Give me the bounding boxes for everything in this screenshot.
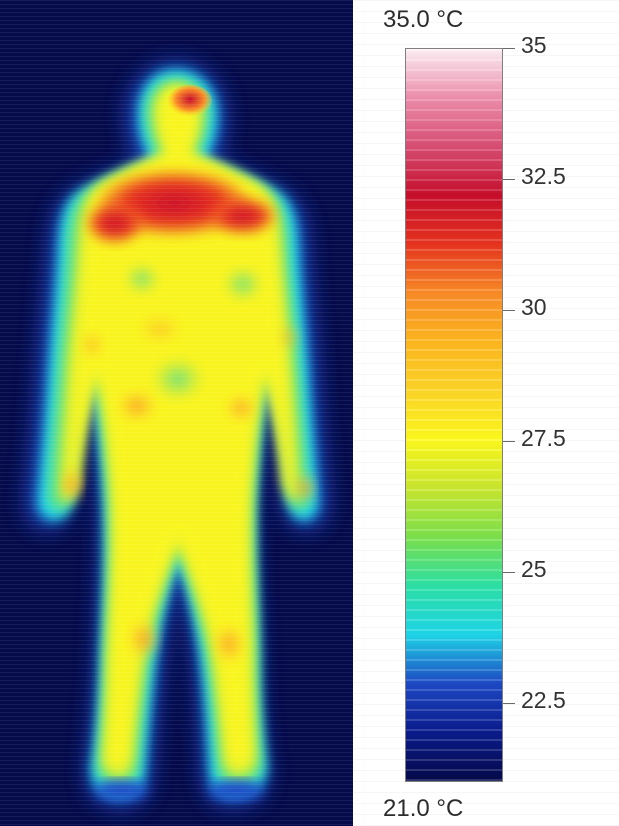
- tick-label: 35: [521, 32, 547, 58]
- temperature-legend-panel: 35.0 °C 35 32.5 30 27.5 25 22.5 21.0 °C: [353, 0, 619, 826]
- forehead-hotspot: [168, 85, 212, 117]
- tick-mark: [503, 572, 515, 574]
- right-arm-warm-spot: [279, 325, 299, 349]
- colorbar-gradient: [406, 49, 502, 781]
- right-hand-warm-spot: [295, 474, 315, 502]
- right-knee-warm-spot: [215, 626, 243, 662]
- mid-torso-warm-spot: [140, 317, 180, 341]
- abdomen-cool-spot: [154, 359, 202, 399]
- left-arm-warm-spot: [82, 333, 102, 357]
- left-shoulder-hotspot: [87, 203, 143, 243]
- tick-label: 30: [521, 294, 547, 321]
- human-thermal-figure: [27, 64, 327, 806]
- left-waist-warm-spot: [119, 392, 155, 420]
- tick-mark: [503, 310, 515, 312]
- tick-mark: [503, 179, 515, 181]
- min-temperature-label: 21.0 °C: [383, 795, 464, 822]
- right-chest-cool-spot: [225, 268, 261, 300]
- tick-mark: [503, 703, 515, 705]
- tick-label: 25: [521, 556, 547, 583]
- tick-mark: [503, 48, 515, 49]
- thermal-hotspots: [62, 85, 315, 662]
- right-shoulder-hotspot: [211, 198, 275, 234]
- right-waist-warm-spot: [227, 396, 255, 420]
- colorbar-ticks: 35 32.5 30 27.5 25 22.5: [353, 0, 619, 826]
- tick-label: 22.5: [521, 687, 566, 714]
- tick-label: 27.5: [521, 425, 566, 452]
- tick-label: 32.5: [521, 163, 566, 190]
- max-temperature-label: 35.0 °C: [383, 6, 464, 33]
- left-knee-warm-spot: [130, 621, 158, 657]
- left-hand-warm-spot: [62, 469, 82, 501]
- human-silhouette: [27, 64, 327, 806]
- thermal-image-panel: [0, 0, 353, 826]
- foot-glow: [95, 780, 263, 800]
- left-chest-cool-spot: [126, 265, 158, 293]
- tick-mark: [503, 441, 515, 443]
